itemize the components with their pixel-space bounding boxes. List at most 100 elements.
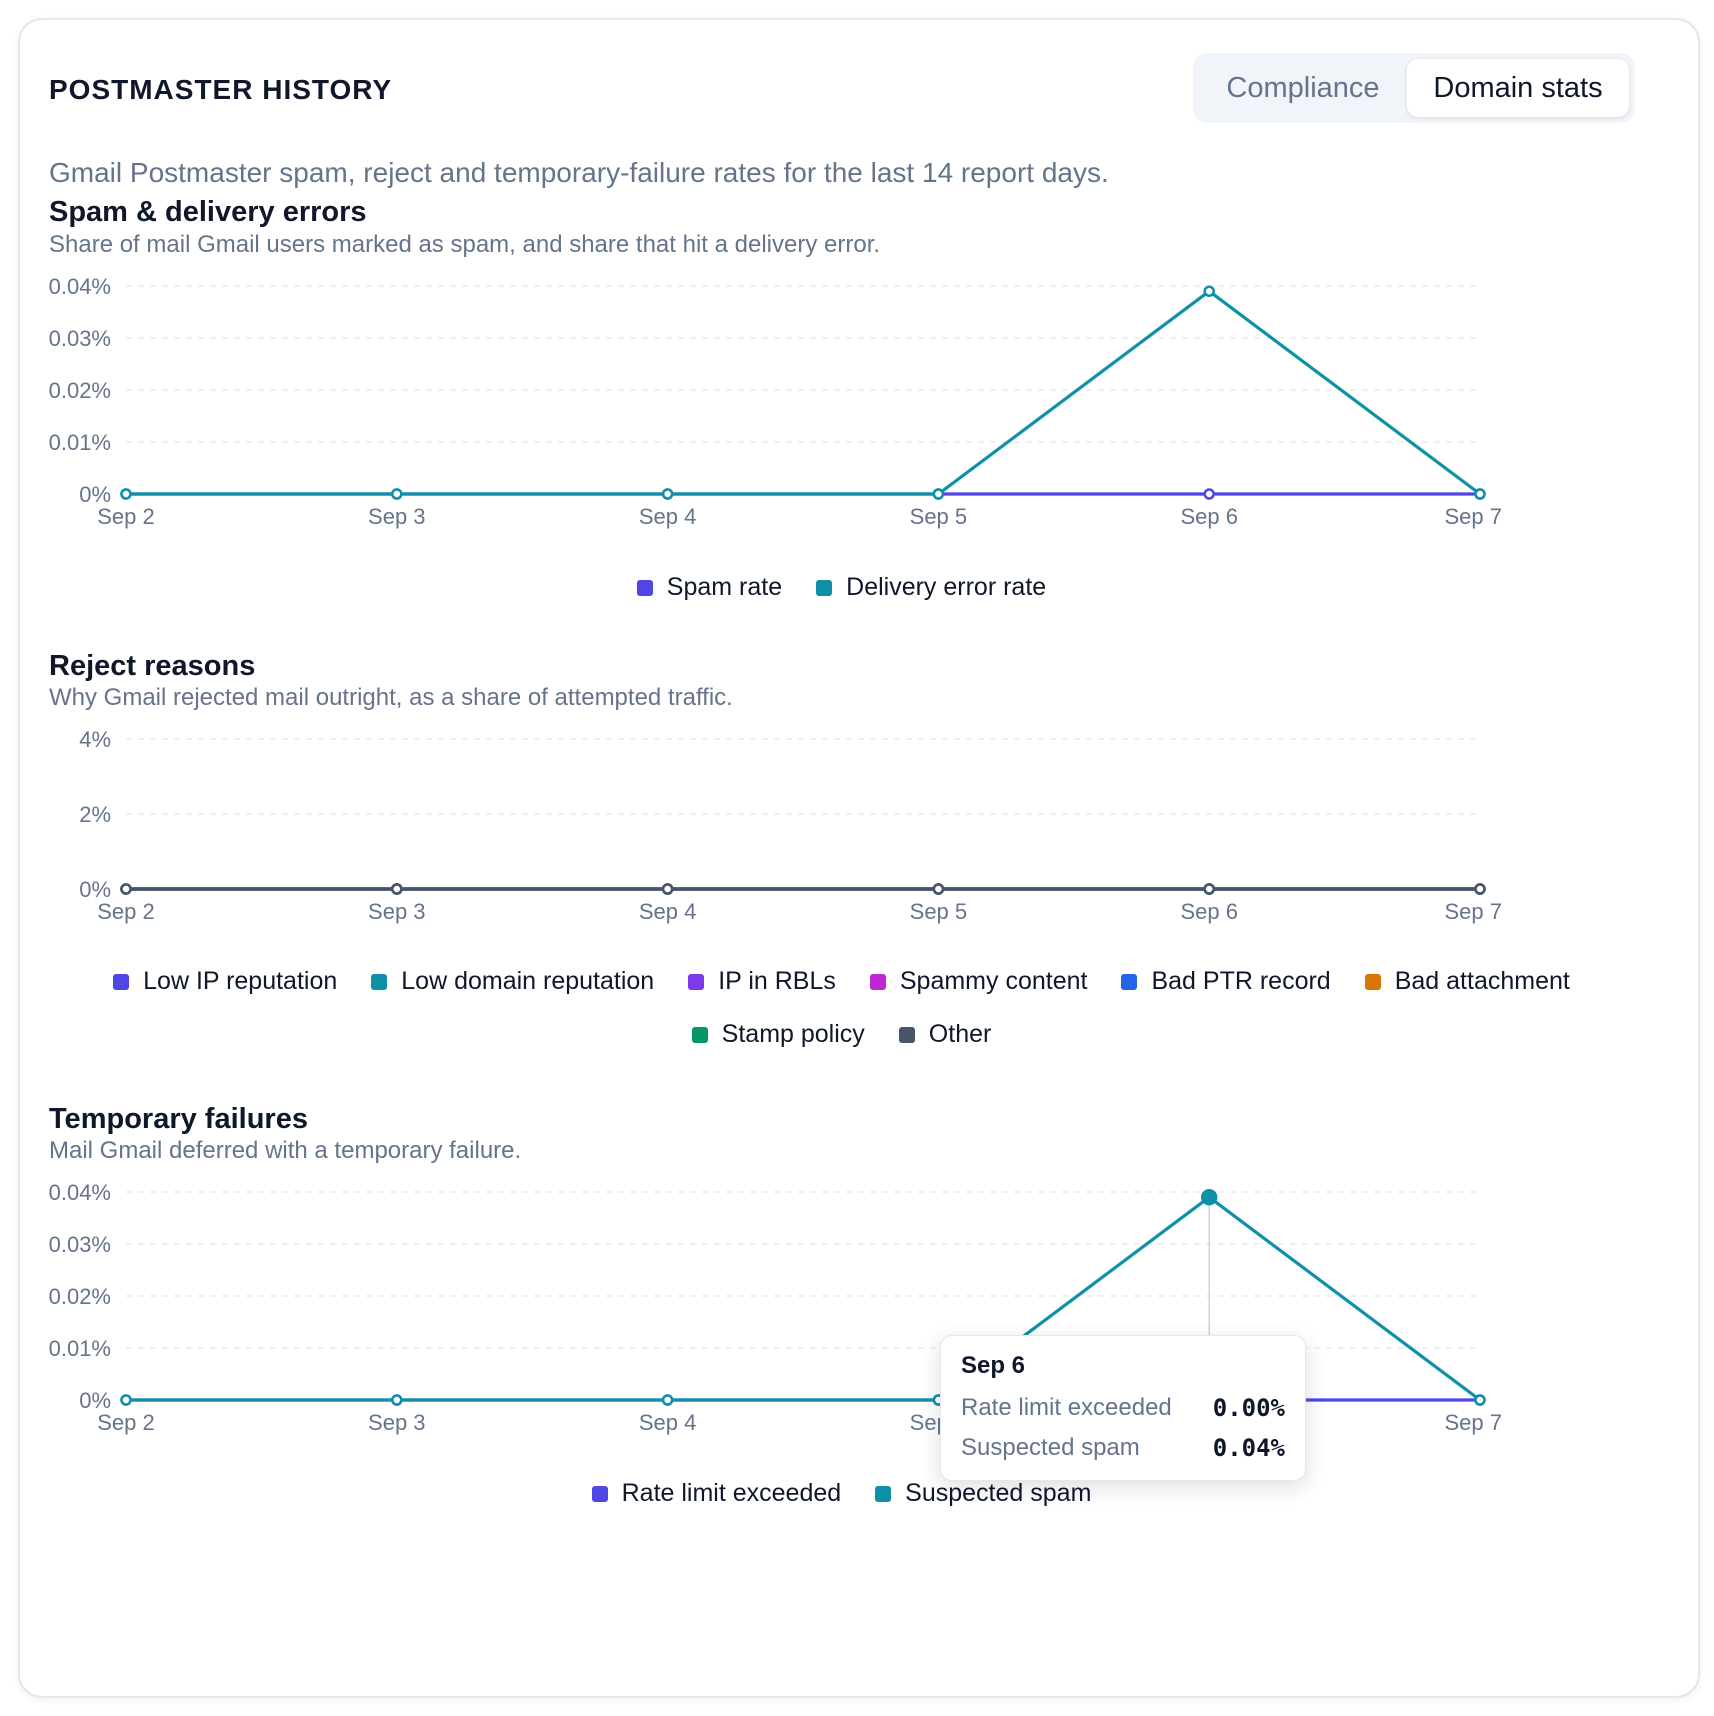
y-tick-label: 4% — [79, 727, 111, 752]
legend-item-rate-limit-exceeded[interactable]: Rate limit exceeded — [591, 1479, 842, 1508]
y-tick-label: 0.03% — [49, 1232, 111, 1257]
data-point-delivery-error-rate[interactable] — [120, 488, 132, 500]
legend-swatch — [875, 1485, 892, 1502]
series-line-suspected-spam — [126, 1195, 1481, 1402]
legend-label: Rate limit exceeded — [621, 1479, 842, 1507]
legend-item-delivery-error-rate[interactable]: Delivery error rate — [816, 573, 1046, 602]
series-line-delivery-error-rate — [126, 289, 1481, 496]
legend-item-stamp-policy[interactable]: Stamp policy — [691, 1020, 865, 1049]
legend-label: Other — [928, 1020, 992, 1048]
x-tick-label: Sep 7 — [1445, 504, 1503, 529]
legend-item-other[interactable]: Other — [898, 1020, 992, 1049]
reject-reasons-legend: Low IP reputation Low domain reputation IP… — [49, 967, 1634, 1049]
legend-label: Spam rate — [666, 573, 783, 601]
legend-swatch — [869, 973, 886, 990]
x-tick-label: Sep 4 — [639, 1410, 697, 1435]
data-point-other[interactable] — [661, 883, 674, 895]
x-tick-label: Sep 3 — [368, 504, 426, 529]
legend-swatch — [591, 1485, 608, 1502]
x-tick-label: Sep 6 — [1180, 899, 1238, 924]
x-tick-label: Sep 2 — [97, 504, 155, 529]
legend-swatch — [1364, 973, 1381, 990]
legend-swatch — [816, 579, 833, 596]
card-description: Gmail Postmaster spam, reject and tempor… — [49, 157, 1109, 188]
tooltip-label-rate-limit: Rate limit exceeded — [961, 1394, 1172, 1421]
x-tick-label: Sep 7 — [1445, 1410, 1503, 1435]
legend-item-spammy-content[interactable]: Spammy content — [869, 967, 1088, 996]
x-tick-label: Sep 7 — [1445, 899, 1503, 924]
legend-swatch — [898, 1026, 915, 1043]
data-point-delivery-error-rate[interactable] — [932, 488, 945, 500]
postmaster-history-card — [18, 18, 1700, 1698]
legend-item-ip-in-rbls[interactable]: IP in RBLs — [688, 967, 836, 996]
data-point-suspected-spam[interactable] — [1474, 1394, 1486, 1406]
y-tick-label: 0% — [79, 482, 111, 507]
legend-label: Bad PTR record — [1151, 967, 1331, 995]
y-tick-label: 0.02% — [49, 378, 111, 403]
legend-item-bad-attachment[interactable]: Bad attachment — [1364, 967, 1570, 996]
section-title-spam-delivery: Spam & delivery errors — [49, 196, 367, 228]
legend-label: Stamp policy — [721, 1020, 865, 1048]
data-point-delivery-error-rate[interactable] — [661, 488, 674, 500]
y-tick-label: 0.01% — [49, 1336, 111, 1361]
y-tick-label: 0.01% — [49, 430, 111, 455]
tab-domain-stats[interactable]: Domain stats — [1407, 59, 1629, 117]
tooltip-date: Sep 6 — [961, 1352, 1026, 1379]
spam-delivery-legend: Spam rate Delivery error rate — [49, 573, 1634, 602]
data-point-delivery-error-rate[interactable] — [1203, 285, 1215, 297]
legend-label: Bad attachment — [1394, 967, 1570, 995]
reject-reasons-chart: 0% 2% 4% Sep 2 Sep 3 Sep 4 Sep 5 Sep 6 Sep 7 — [79, 727, 1503, 924]
view-toggle: Compliance Domain stats — [1193, 53, 1635, 123]
data-point-suspected-spam[interactable] — [391, 1394, 403, 1406]
temporary-failures-legend: Rate limit exceeded Suspected spam — [49, 1479, 1634, 1508]
legend-swatch — [371, 973, 388, 990]
x-tick-label: Sep 5 — [910, 899, 968, 924]
legend-item-low-domain-reputation[interactable]: Low domain reputation — [371, 967, 654, 996]
y-tick-label: 2% — [79, 802, 111, 827]
x-tick-label: Sep 4 — [639, 899, 697, 924]
y-tick-label: 0% — [79, 1388, 111, 1413]
legend-swatch — [636, 579, 653, 596]
data-point-suspected-spam[interactable] — [1200, 1188, 1218, 1206]
legend-item-spam-rate[interactable]: Spam rate — [636, 573, 783, 602]
legend-item-bad-ptr-record[interactable]: Bad PTR record — [1121, 967, 1331, 996]
legend-item-low-ip-reputation[interactable]: Low IP reputation — [113, 967, 337, 996]
data-point-other[interactable] — [932, 883, 945, 895]
data-point-delivery-error-rate[interactable] — [1474, 488, 1486, 500]
section-title-reject-reasons: Reject reasons — [49, 650, 256, 682]
x-tick-label: Sep 6 — [1180, 504, 1238, 529]
section-subtitle-spam-delivery: Share of mail Gmail users marked as spam… — [49, 231, 881, 258]
data-point-other[interactable] — [391, 883, 403, 895]
x-tick-label: Sep 4 — [639, 504, 697, 529]
y-tick-label: 0.04% — [49, 274, 111, 299]
legend-swatch — [691, 1026, 708, 1043]
tab-compliance[interactable]: Compliance — [1226, 72, 1380, 104]
legend-label: Delivery error rate — [846, 573, 1047, 601]
legend-label: IP in RBLs — [718, 967, 836, 995]
y-tick-label: 0.02% — [49, 1284, 111, 1309]
data-point-other[interactable] — [1203, 883, 1215, 895]
x-tick-label: Sep 3 — [368, 1410, 426, 1435]
spam-delivery-chart: 0% 0.01% 0.02% 0.03% 0.04% Sep 2 Sep 3 Sep 4 Sep… — [49, 274, 1503, 529]
legend-label: Low domain reputation — [401, 967, 655, 995]
legend-swatch — [688, 973, 705, 990]
legend-swatch — [113, 973, 130, 990]
x-tick-label: Sep 2 — [97, 1410, 155, 1435]
card-title: POSTMASTER HISTORY — [49, 74, 393, 105]
y-tick-label: 0.03% — [49, 326, 111, 351]
legend-label: Spammy content — [899, 967, 1088, 995]
data-point-spam-rate[interactable] — [1203, 488, 1215, 500]
data-point-other[interactable] — [120, 883, 132, 895]
data-point-suspected-spam[interactable] — [661, 1394, 674, 1406]
section-title-temporary-failures: Temporary failures — [49, 1103, 308, 1135]
legend-label: Suspected spam — [905, 1479, 1092, 1507]
legend-swatch — [1121, 973, 1138, 990]
legend-item-suspected-spam[interactable]: Suspected spam — [875, 1479, 1091, 1508]
x-tick-label: Sep 5 — [910, 504, 968, 529]
tooltip-label-suspected-spam: Suspected spam — [961, 1434, 1140, 1461]
section-subtitle-temporary-failures: Mail Gmail deferred with a temporary fai… — [49, 1137, 522, 1164]
data-point-suspected-spam[interactable] — [120, 1394, 132, 1406]
data-point-delivery-error-rate[interactable] — [391, 488, 403, 500]
data-point-other[interactable] — [1474, 883, 1486, 895]
x-tick-label: Sep 3 — [368, 899, 426, 924]
